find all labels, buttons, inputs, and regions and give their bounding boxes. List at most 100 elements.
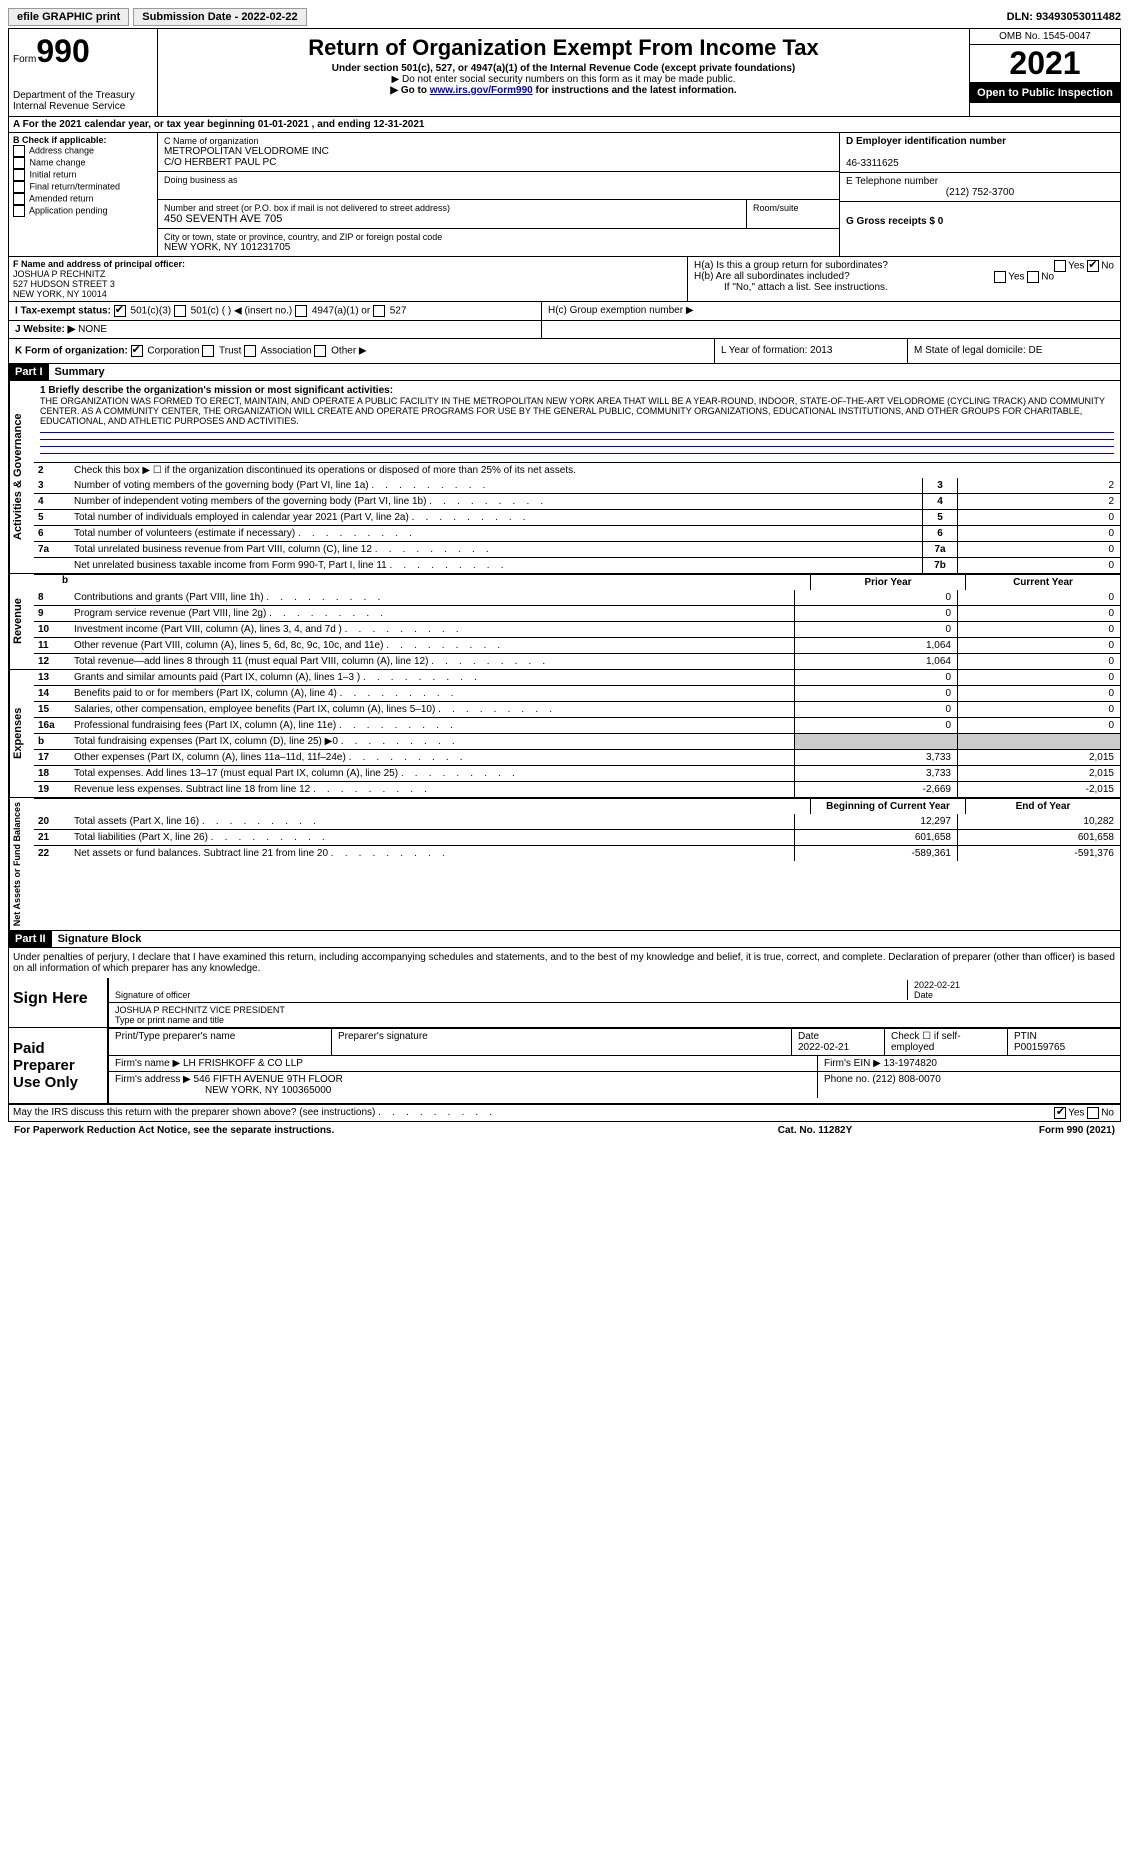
table-row: 13 Grants and similar amounts paid (Part… — [34, 670, 1120, 685]
org-co: C/O HERBERT PAUL PC — [164, 157, 833, 168]
h-c: H(c) Group exemption number ▶ — [542, 302, 700, 320]
dept-label: Department of the Treasury — [13, 90, 153, 101]
table-row: 8 Contributions and grants (Part VIII, l… — [34, 590, 1120, 605]
mission-text: THE ORGANIZATION WAS FORMED TO ERECT, MA… — [40, 396, 1114, 426]
org-street: 450 SEVENTH AVE 705 — [164, 213, 740, 225]
footer-left: For Paperwork Reduction Act Notice, see … — [14, 1125, 715, 1136]
box-c-label: C Name of organization — [164, 136, 833, 146]
officer-name: JOSHUA P RECHNITZ — [13, 269, 105, 279]
table-row: 19 Revenue less expenses. Subtract line … — [34, 781, 1120, 797]
check-self-employed: Check ☐ if self-employed — [885, 1029, 1008, 1055]
firm-addr2: NEW YORK, NY 100365000 — [115, 1085, 331, 1096]
ptin-label: PTIN — [1014, 1031, 1037, 1042]
footer-cat: Cat. No. 11282Y — [715, 1125, 915, 1136]
irs-link[interactable]: www.irs.gov/Form990 — [430, 85, 533, 96]
table-row: 15 Salaries, other compensation, employe… — [34, 701, 1120, 717]
officer-grid: F Name and address of principal officer:… — [9, 257, 1120, 302]
officer-addr1: 527 HUDSON STREET 3 — [13, 279, 115, 289]
firm-name: LH FRISHKOFF & CO LLP — [183, 1058, 303, 1069]
table-row: 3 Number of voting members of the govern… — [34, 478, 1120, 493]
vert-label-governance: Activities & Governance — [9, 381, 34, 573]
firm-addr1: 546 FIFTH AVENUE 9TH FLOOR — [194, 1074, 343, 1085]
table-row: 7a Total unrelated business revenue from… — [34, 541, 1120, 557]
form-subtitle-3: ▶ Go to www.irs.gov/Form990 for instruct… — [162, 85, 965, 96]
vert-label-net-assets: Net Assets or Fund Balances — [9, 798, 34, 930]
form-title: Return of Organization Exempt From Incom… — [162, 35, 965, 61]
submission-date-button[interactable]: Submission Date - 2022-02-22 — [133, 8, 306, 26]
col-prior-year: Prior Year — [810, 575, 965, 590]
firm-phone: (212) 808-0070 — [872, 1074, 940, 1085]
dba-label: Doing business as — [164, 175, 833, 185]
firm-phone-label: Phone no. — [824, 1074, 870, 1085]
discuss-row: May the IRS discuss this return with the… — [9, 1104, 1120, 1121]
firm-addr-label: Firm's address ▶ — [115, 1074, 191, 1085]
table-row: 17 Other expenses (Part IX, column (A), … — [34, 749, 1120, 765]
sign-here-label: Sign Here — [9, 978, 107, 1027]
line-2: Check this box ▶ ☐ if the organization d… — [70, 463, 1120, 478]
open-to-public-badge: Open to Public Inspection — [970, 83, 1120, 103]
h-b-note: If "No," attach a list. See instructions… — [694, 282, 1114, 293]
sig-date-label: Date — [914, 990, 933, 1000]
table-row: 4 Number of independent voting members o… — [34, 493, 1120, 509]
ptin-value: P00159765 — [1014, 1042, 1065, 1053]
paid-preparer-label: Paid Preparer Use Only — [9, 1028, 107, 1103]
form-number: Form990 — [13, 33, 153, 70]
expenses-section: Expenses 13 Grants and similar amounts p… — [9, 670, 1120, 798]
firm-ein: 13-1974820 — [884, 1058, 937, 1069]
row-m: M State of legal domicile: DE — [907, 339, 1120, 363]
addr-label: Number and street (or P.O. box if mail i… — [164, 203, 740, 213]
firm-ein-label: Firm's EIN ▶ — [824, 1058, 881, 1069]
form-header: Form990 Department of the Treasury Inter… — [9, 29, 1120, 117]
table-row: 10 Investment income (Part VIII, column … — [34, 621, 1120, 637]
h-a: H(a) Is this a group return for subordin… — [694, 260, 1114, 271]
box-e-label: E Telephone number — [846, 176, 938, 187]
row-l: L Year of formation: 2013 — [714, 339, 907, 363]
table-row: 11 Other revenue (Part VIII, column (A),… — [34, 637, 1120, 653]
org-name: METROPOLITAN VELODROME INC — [164, 146, 833, 157]
table-row: 14 Benefits paid to or for members (Part… — [34, 685, 1120, 701]
vert-label-expenses: Expenses — [9, 670, 34, 797]
footer-right: Form 990 (2021) — [915, 1125, 1115, 1136]
firm-name-label: Firm's name ▶ — [115, 1058, 180, 1069]
form-subtitle-2: ▶ Do not enter social security numbers o… — [162, 74, 965, 85]
officer-name-title: JOSHUA P RECHNITZ VICE PRESIDENT — [115, 1005, 285, 1015]
table-row: 12 Total revenue—add lines 8 through 11 … — [34, 653, 1120, 669]
row-j: J Website: ▶ NONE — [9, 321, 1120, 339]
sig-date-val: 2022-02-21 — [914, 980, 960, 990]
sign-here-block: Sign Here Signature of officer 2022-02-2… — [9, 978, 1120, 1028]
tax-year: 2021 — [970, 45, 1120, 83]
table-row: 20 Total assets (Part X, line 16) 12,297… — [34, 814, 1120, 829]
activities-governance-section: Activities & Governance 1 Briefly descri… — [9, 381, 1120, 574]
box-f-label: F Name and address of principal officer: — [13, 259, 185, 269]
table-row: b Total fundraising expenses (Part IX, c… — [34, 733, 1120, 749]
paid-preparer-block: Paid Preparer Use Only Print/Type prepar… — [9, 1028, 1120, 1104]
form-subtitle-1: Under section 501(c), 527, or 4947(a)(1)… — [162, 63, 965, 74]
table-row: 22 Net assets or fund balances. Subtract… — [34, 845, 1120, 861]
prep-name-label: Print/Type preparer's name — [109, 1029, 332, 1055]
omb-number: OMB No. 1545-0047 — [970, 29, 1120, 45]
col-end-year: End of Year — [965, 799, 1120, 814]
table-row: 5 Total number of individuals employed i… — [34, 509, 1120, 525]
part-1-header: Part I Summary — [9, 364, 1120, 381]
page-footer: For Paperwork Reduction Act Notice, see … — [8, 1122, 1121, 1139]
irs-label: Internal Revenue Service — [13, 101, 153, 112]
prep-date-label: Date — [798, 1031, 819, 1042]
revenue-section: Revenue b Prior Year Current Year 8 Cont… — [9, 574, 1120, 670]
row-k: K Form of organization: Corporation Trus… — [9, 339, 1120, 364]
phone-value: (212) 752-3700 — [846, 187, 1114, 198]
row-i: I Tax-exempt status: 501(c)(3) 501(c) ( … — [9, 302, 1120, 321]
line-b-blank: b — [62, 575, 810, 590]
col-beginning-year: Beginning of Current Year — [810, 799, 965, 814]
table-row: 21 Total liabilities (Part X, line 26) 6… — [34, 829, 1120, 845]
net-assets-section: Net Assets or Fund Balances Beginning of… — [9, 798, 1120, 931]
dln-label: DLN: 93493053011482 — [1007, 11, 1121, 23]
h-b: H(b) Are all subordinates included? Yes … — [694, 271, 1114, 282]
prep-date: 2022-02-21 — [798, 1042, 849, 1053]
type-name-label: Type or print name and title — [115, 1015, 224, 1025]
line-1-label: 1 Briefly describe the organization's mi… — [40, 385, 393, 396]
table-row: 18 Total expenses. Add lines 13–17 (must… — [34, 765, 1120, 781]
table-row: 6 Total number of volunteers (estimate i… — [34, 525, 1120, 541]
sig-officer-label: Signature of officer — [115, 990, 190, 1000]
efile-print-button[interactable]: efile GRAPHIC print — [8, 8, 129, 26]
table-row: 16a Professional fundraising fees (Part … — [34, 717, 1120, 733]
